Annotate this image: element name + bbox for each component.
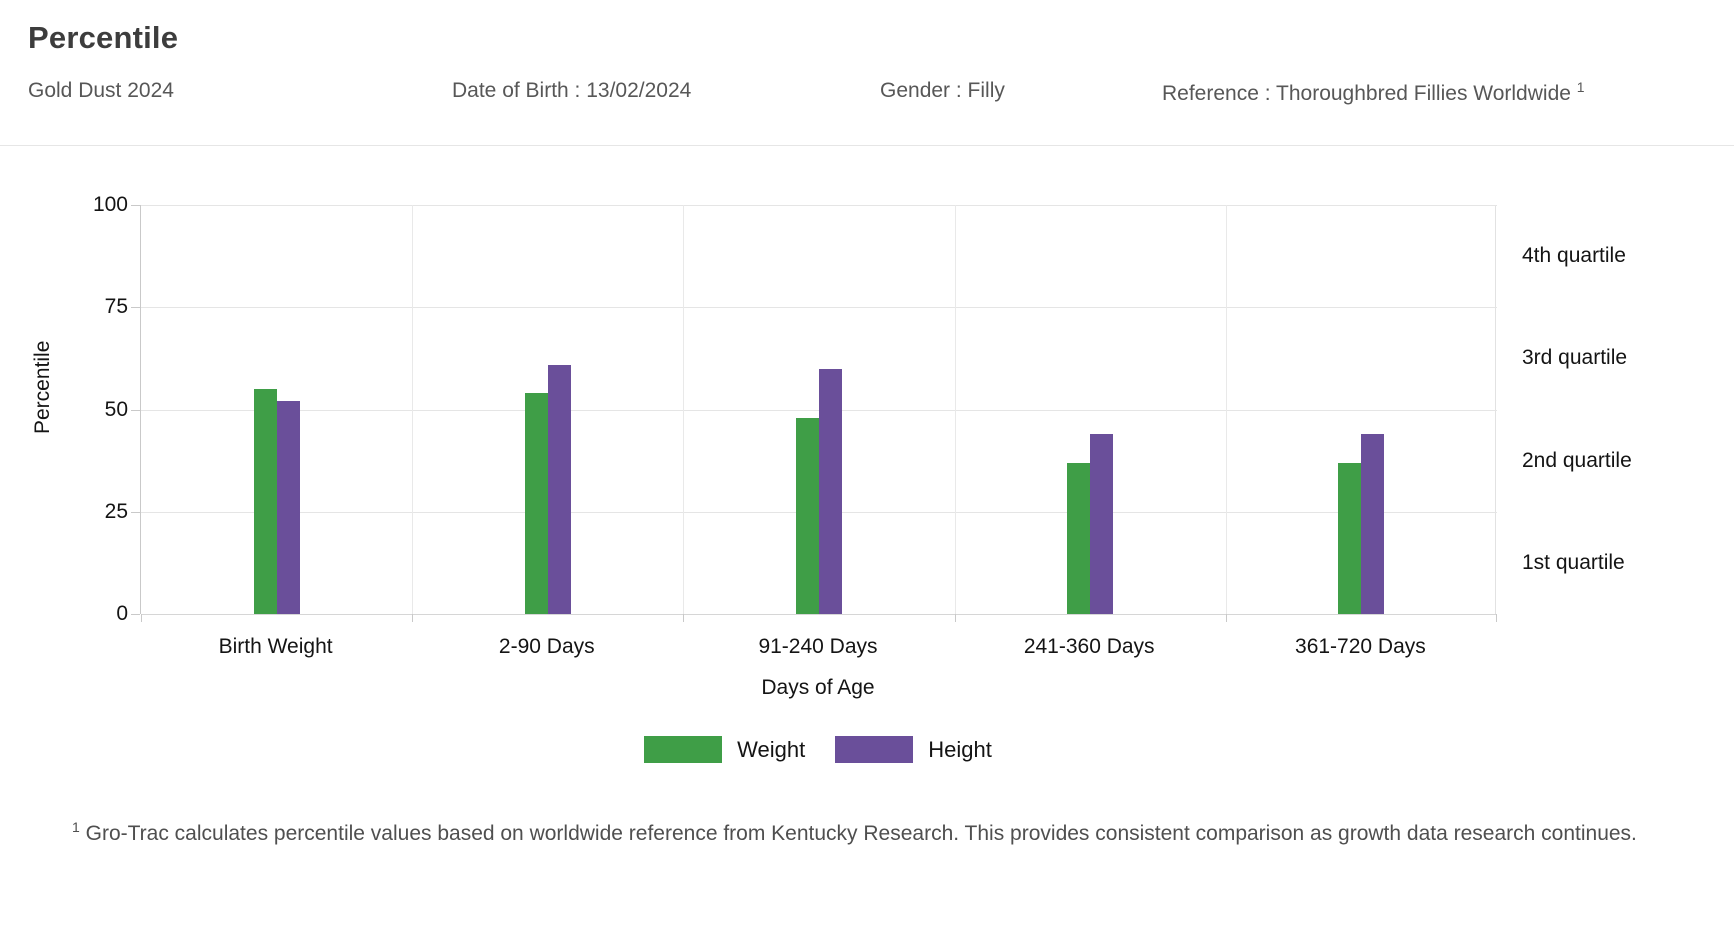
y-tick-mark-25	[131, 511, 140, 513]
y-tick-mark-75	[131, 307, 140, 309]
x-tick-mark-1	[412, 614, 413, 622]
x-axis-title: Days of Age	[761, 676, 875, 699]
x-tick-mark-3	[955, 614, 956, 622]
horse-name: Gold Dust 2024	[28, 79, 174, 102]
gridline-y-0	[141, 614, 1497, 615]
legend-swatch-height	[835, 736, 914, 763]
legend-label-height: Height	[928, 736, 992, 762]
legend-swatch-weight	[644, 736, 723, 763]
reference-superscript: 1	[1576, 79, 1585, 95]
gender: Gender : Filly	[880, 79, 1005, 102]
y-tick-mark-100	[131, 205, 140, 206]
reference-text: Reference : Thoroughbred Fillies Worldwi…	[1162, 82, 1571, 105]
y-tick-label-25: 25	[104, 499, 128, 523]
bar-weight-3[interactable]	[1067, 462, 1091, 614]
x-tick-label-4: 361-720 Days	[1295, 635, 1426, 658]
y-tick-label-50: 50	[104, 397, 128, 421]
gridline-x-2	[683, 205, 684, 614]
footnote-text: Gro-Trac calculates percentile values ba…	[79, 822, 1637, 845]
legend-item-height[interactable]: Height	[835, 736, 992, 763]
x-tick-label-1: 2-90 Days	[498, 635, 595, 658]
date-of-birth: Date of Birth : 13/02/2024	[452, 79, 692, 102]
quartile-label-3: 3rd quartile	[1522, 346, 1628, 370]
page-title: Percentile	[28, 20, 179, 55]
bar-height-0[interactable]	[276, 401, 300, 614]
gridline-y-100	[141, 205, 1497, 206]
legend-item-weight[interactable]: Weight	[644, 736, 805, 763]
report-header: Percentile Gold Dust 2024 Date of Birth …	[0, 0, 1734, 146]
gridline-x-4	[1226, 205, 1227, 614]
quartile-label-1: 1st quartile	[1522, 550, 1625, 574]
chart-legend: Weight Height	[140, 736, 1496, 763]
percentile-bar-chart: Percentile Days of Age Weight Height 0 25 5…	[0, 146, 1734, 763]
x-tick-mark-2	[683, 614, 684, 622]
bar-height-3[interactable]	[1090, 434, 1114, 614]
x-tick-mark-4	[1226, 614, 1227, 622]
x-tick-label-3: 241-360 Days	[1023, 635, 1155, 658]
gridline-y-75	[141, 307, 1497, 309]
bar-weight-1[interactable]	[524, 393, 548, 614]
y-tick-mark-50	[131, 409, 140, 411]
y-tick-label-75: 75	[104, 295, 128, 319]
gridline-x-1	[412, 205, 413, 614]
y-tick-label-100: 100	[92, 193, 128, 216]
bar-height-1[interactable]	[547, 364, 571, 614]
footnote-superscript: 1	[72, 819, 80, 835]
bar-height-2[interactable]	[819, 368, 842, 614]
x-tick-label-2: 91-240 Days	[758, 635, 878, 658]
bar-weight-0[interactable]	[253, 389, 277, 614]
footnote: 1 Gro-Trac calculates percentile values …	[72, 806, 1637, 855]
x-tick-mark-5	[1496, 614, 1497, 622]
reference: Reference : Thoroughbred Fillies Worldwi…	[1162, 79, 1585, 106]
bar-height-4[interactable]	[1361, 434, 1385, 614]
bar-weight-2[interactable]	[796, 417, 819, 614]
legend-label-weight: Weight	[737, 736, 806, 762]
x-tick-label-0: Birth Weight	[218, 635, 333, 658]
plot-area	[131, 205, 1497, 622]
bar-weight-4[interactable]	[1338, 462, 1362, 614]
quartile-label-4: 4th quartile	[1522, 244, 1626, 268]
x-tick-mark-0	[141, 614, 142, 622]
gridline-x-3	[955, 205, 956, 614]
y-tick-mark-0	[131, 614, 140, 615]
y-tick-label-0: 0	[116, 602, 128, 625]
quartile-label-2: 2nd quartile	[1522, 448, 1632, 472]
